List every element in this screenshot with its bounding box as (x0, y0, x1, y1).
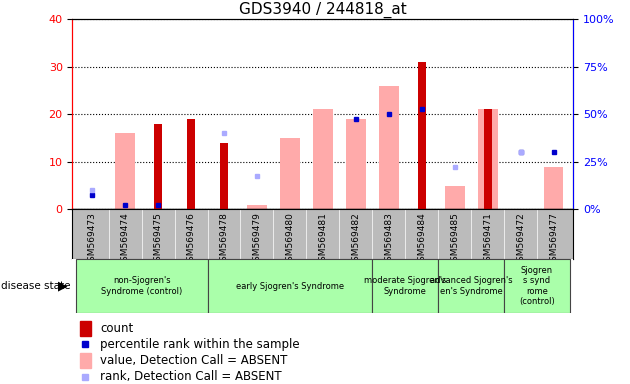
Text: GSM569482: GSM569482 (352, 212, 360, 266)
Bar (313, 109, 333, 209)
Text: GSM569481: GSM569481 (318, 212, 328, 266)
Text: GSM569476: GSM569476 (186, 212, 195, 266)
Text: GSM569479: GSM569479 (253, 212, 261, 266)
Bar (220, 143, 228, 209)
Text: early Sjogren's Syndrome: early Sjogren's Syndrome (236, 281, 344, 291)
Bar (346, 119, 365, 209)
Text: count: count (100, 322, 134, 335)
Bar (478, 109, 498, 209)
Text: GSM569473: GSM569473 (88, 212, 97, 266)
Text: GSM569480: GSM569480 (285, 212, 294, 266)
Bar (483, 109, 492, 209)
Text: percentile rank within the sample: percentile rank within the sample (100, 338, 300, 351)
Bar (504, 259, 570, 313)
Text: ▶: ▶ (59, 280, 68, 293)
Text: Sjogren
s synd
rome
(control): Sjogren s synd rome (control) (519, 266, 555, 306)
Text: GSM569485: GSM569485 (450, 212, 459, 266)
Bar (80, 353, 91, 368)
Text: moderate Sjogren's
Syndrome: moderate Sjogren's Syndrome (364, 276, 447, 296)
Bar (76, 259, 207, 313)
Text: GSM569472: GSM569472 (516, 212, 525, 266)
Text: non-Sjogren's
Syndrome (control): non-Sjogren's Syndrome (control) (101, 276, 182, 296)
Bar (207, 259, 372, 313)
Text: disease state: disease state (1, 281, 71, 291)
Text: GSM569484: GSM569484 (417, 212, 427, 266)
Text: GSM569483: GSM569483 (384, 212, 393, 266)
Text: GSM569471: GSM569471 (483, 212, 492, 266)
Text: GSM569477: GSM569477 (549, 212, 558, 266)
Bar (247, 205, 267, 209)
Bar (544, 167, 563, 209)
Text: GSM569478: GSM569478 (219, 212, 229, 266)
Text: GSM569475: GSM569475 (154, 212, 163, 266)
Text: GSM569474: GSM569474 (121, 212, 130, 266)
Bar (154, 124, 163, 209)
Bar (445, 185, 464, 209)
Bar (418, 62, 426, 209)
Bar (372, 259, 438, 313)
Bar (379, 86, 399, 209)
Bar (280, 138, 300, 209)
Text: rank, Detection Call = ABSENT: rank, Detection Call = ABSENT (100, 370, 282, 383)
Bar (80, 321, 91, 336)
Bar (115, 133, 135, 209)
Bar (187, 119, 195, 209)
Title: GDS3940 / 244818_at: GDS3940 / 244818_at (239, 2, 407, 18)
Text: advanced Sjogren's
en's Syndrome: advanced Sjogren's en's Syndrome (430, 276, 512, 296)
Bar (438, 259, 504, 313)
Text: value, Detection Call = ABSENT: value, Detection Call = ABSENT (100, 354, 287, 367)
